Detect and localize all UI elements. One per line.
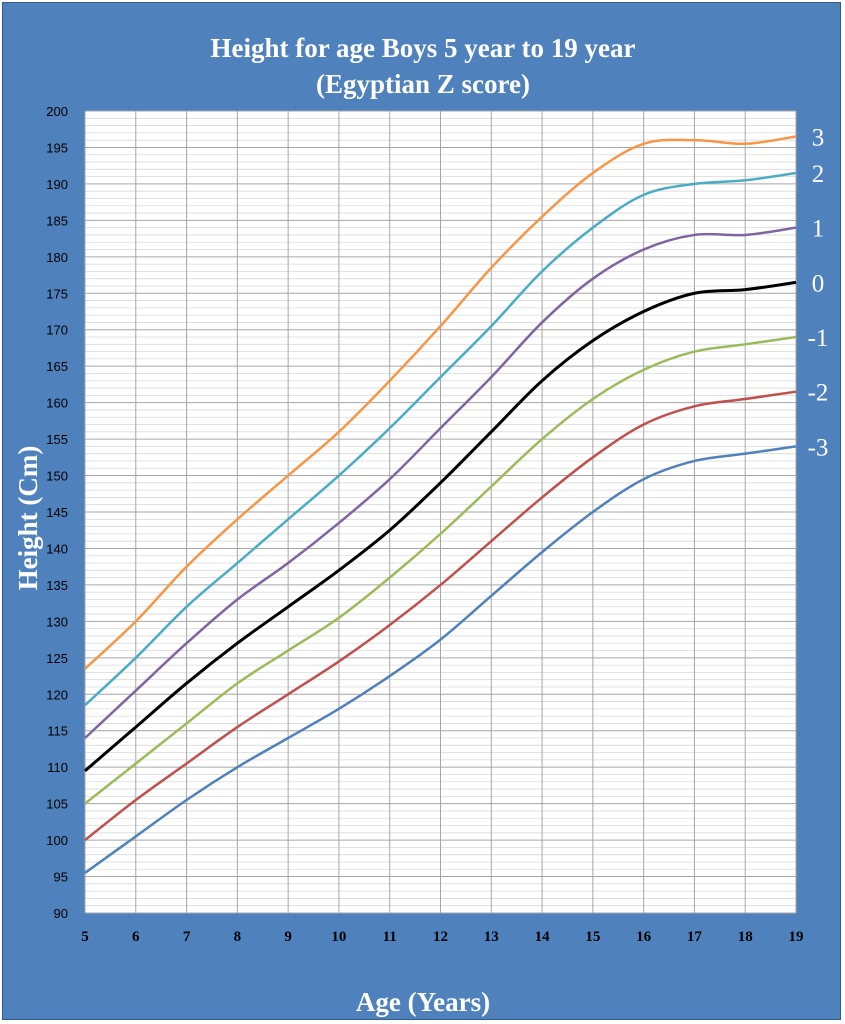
z-score-label: 0 [812,270,825,297]
z-score-label: 2 [812,161,825,188]
x-axis-title: Age (Years) [356,987,490,1017]
y-tick-label: 125 [46,651,68,666]
x-tick-label: 6 [132,929,140,945]
x-tick-label: 17 [687,929,703,945]
y-tick-label: 95 [54,870,68,885]
x-tick-label: 15 [585,929,600,945]
z-score-label: -1 [808,325,829,352]
y-tick-label: 155 [46,432,68,447]
x-tick-label: 16 [636,929,652,945]
y-tick-label: 160 [46,396,68,411]
series-line-z3 [84,135,797,670]
series-line-z0 [84,280,797,772]
x-tick-label: 13 [484,929,499,945]
x-tick-labels: 5 6 7 8 9 10 11 12 13 14 15 16 17 18 19 [81,929,803,945]
chart-svg: Height for age Boys 5 year to 19 year (E… [13,33,829,1017]
y-tick-label: 120 [46,687,68,702]
y-tick-label: 165 [46,359,68,374]
series-layer [84,135,797,874]
z-score-label: -3 [808,434,829,461]
z-score-labels: 3 2 1 0 -1 -2 -3 [808,125,829,462]
y-tick-label: 180 [46,250,68,265]
x-tick-label: 19 [789,929,804,945]
y-tick-labels: 90 95 100 105 110 115 120 125 130 135 140 145 150 155… [46,104,68,921]
y-tick-label: 130 [46,614,68,629]
series-line-z-2 [84,390,797,842]
z-score-label: 1 [812,216,825,243]
y-tick-label: 145 [46,505,68,520]
chart-subtitle: (Egyptian Z score) [316,69,530,99]
y-tick-label: 170 [46,323,68,338]
x-tick-label: 12 [433,929,448,945]
x-tick-label: 9 [284,929,292,945]
series-line-z-3 [84,445,797,874]
y-tick-label: 100 [46,833,68,848]
y-tick-label: 175 [46,286,68,301]
x-tick-label: 14 [535,929,551,945]
chart-title: Height for age Boys 5 year to 19 year [211,33,636,63]
x-tick-label: 10 [331,929,346,945]
y-tick-label: 150 [46,469,68,484]
y-tick-label: 115 [47,724,68,739]
series-line-z2 [84,171,797,707]
y-tick-label: 110 [47,760,68,775]
series-line-z1 [84,226,797,739]
y-tick-label: 190 [46,177,68,192]
y-axis-title: Height (Cm) [13,446,43,591]
y-tick-label: 185 [46,213,68,228]
y-tick-label: 90 [54,906,68,921]
major-gridlines [84,110,797,914]
x-tick-label: 8 [234,929,242,945]
x-tick-label: 7 [183,929,191,945]
y-tick-label: 135 [46,578,68,593]
x-tick-label: 18 [738,929,753,945]
z-score-label: -2 [808,380,829,407]
series-line-z-1 [84,335,797,805]
y-tick-label: 140 [46,541,68,556]
y-tick-label: 200 [46,104,68,119]
x-tick-label: 11 [383,929,397,945]
y-tick-label: 195 [46,140,68,155]
y-tick-label: 105 [46,797,68,812]
z-score-label: 3 [812,125,825,152]
x-tick-label: 5 [81,929,89,945]
